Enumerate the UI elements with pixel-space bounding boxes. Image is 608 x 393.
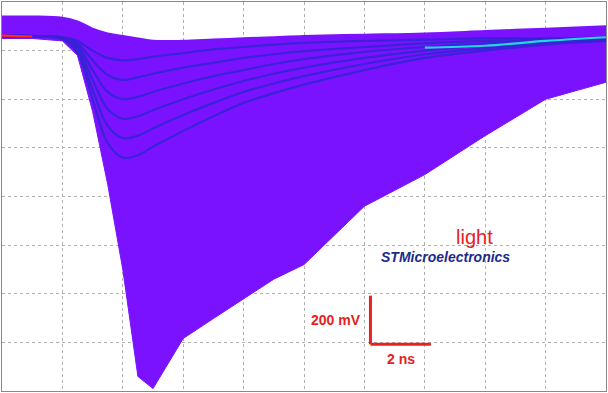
- svg-text:STMicroelectronics: STMicroelectronics: [381, 249, 510, 265]
- svg-text:200 mV: 200 mV: [311, 312, 361, 328]
- svg-text:2 ns: 2 ns: [387, 351, 415, 367]
- svg-text:light: light: [456, 226, 493, 248]
